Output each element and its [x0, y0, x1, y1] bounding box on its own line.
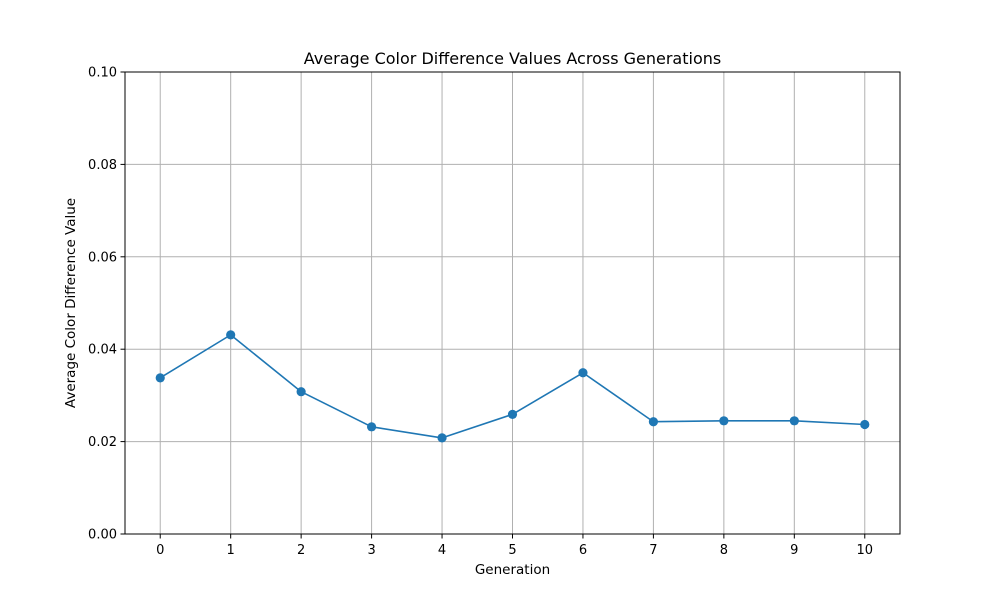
- x-axis-label: Generation: [475, 562, 550, 578]
- data-point-marker: [860, 419, 870, 430]
- x-tick-label: 5: [508, 543, 516, 558]
- y-tick-label: 0.08: [88, 158, 117, 173]
- y-tick-label: 0.06: [88, 250, 117, 265]
- data-point-marker: [366, 422, 377, 432]
- x-tick-label: 3: [367, 543, 375, 558]
- x-tick-label: 10: [856, 543, 873, 558]
- x-tick-label: 1: [227, 543, 235, 558]
- data-point-marker: [578, 368, 588, 378]
- x-tick-label: 8: [720, 543, 728, 558]
- data-point-marker: [437, 433, 447, 443]
- x-tick-label: 4: [438, 543, 446, 558]
- data-point-marker: [226, 330, 236, 340]
- x-tick-label: 9: [790, 543, 798, 558]
- data-point-marker: [507, 409, 518, 419]
- y-tick-label: 0.04: [88, 343, 117, 358]
- y-tick-label: 0.02: [88, 435, 117, 450]
- x-tick-label: 7: [649, 543, 657, 558]
- y-tick-label: 0.00: [88, 528, 117, 543]
- x-tick-label: 6: [579, 543, 587, 558]
- data-point-marker: [648, 417, 659, 427]
- y-axis-ticks: 0.00 0.02 0.04 0.06 0.08 0.10: [88, 66, 125, 543]
- x-tick-label: 0: [156, 543, 164, 558]
- chart-title: Average Color Difference Values Across G…: [304, 49, 721, 68]
- data-point-marker: [296, 387, 306, 397]
- data-point-marker: [719, 416, 729, 426]
- y-axis-label: Average Color Difference Value: [63, 198, 79, 408]
- data-point-marker: [789, 416, 799, 426]
- data-series: [155, 330, 870, 443]
- y-tick-label: 0.10: [88, 66, 117, 81]
- x-tick-label: 2: [297, 543, 305, 558]
- data-point-marker: [155, 373, 165, 383]
- x-axis-ticks: 0 1 2 3 4 5 6 7 8 9 10: [156, 534, 873, 558]
